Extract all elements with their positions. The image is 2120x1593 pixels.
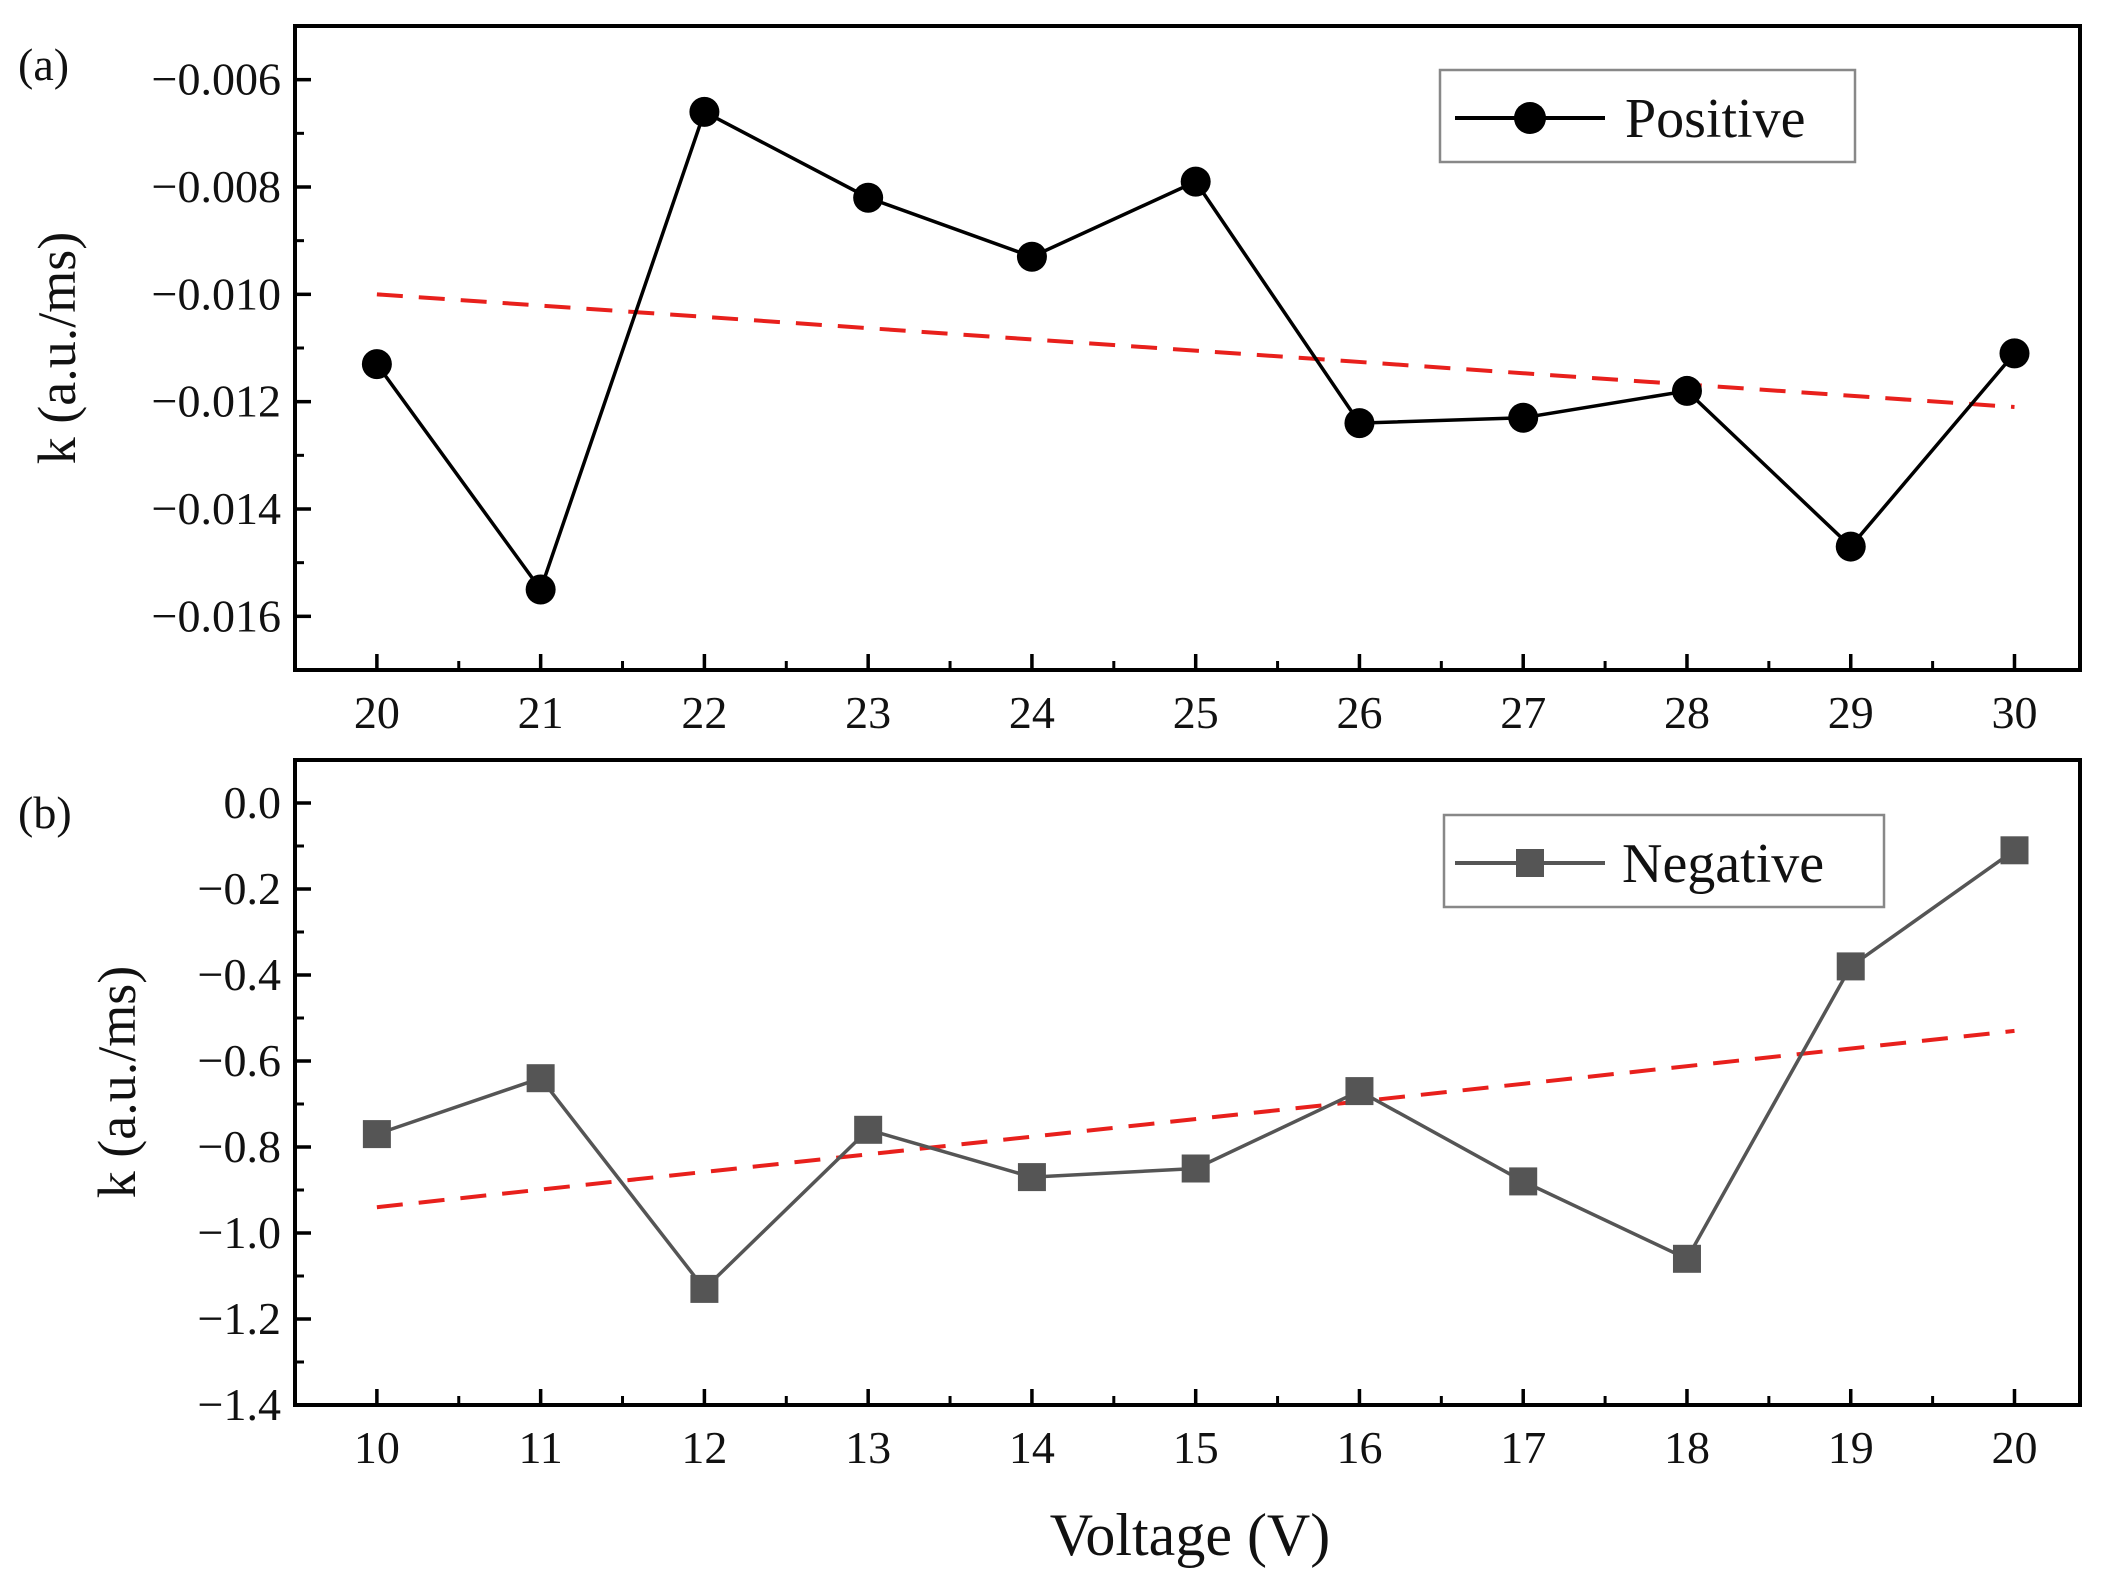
legend-b: Negative — [1442, 813, 1886, 909]
x-tick-label-b-6: 16 — [1336, 1422, 1382, 1473]
data-point-b-8 — [1672, 1244, 1701, 1273]
y-tick-label-a-5: −0.016 — [152, 590, 281, 641]
markers-negative — [362, 836, 2029, 1303]
x-tick-label-b-7: 17 — [1500, 1422, 1546, 1473]
data-point-b-0 — [362, 1120, 391, 1149]
x-tick-label-b-5: 15 — [1173, 1422, 1219, 1473]
data-point-a-8 — [1671, 375, 1702, 406]
y-tick-label-b-5: −1.0 — [198, 1207, 281, 1258]
data-point-a-7 — [1508, 402, 1539, 433]
y-tick-label-b-0: 0.0 — [224, 777, 282, 828]
plot-frame-b — [293, 758, 2082, 1407]
x-tick-label-a-4: 24 — [1009, 687, 1055, 738]
series-line-negative — [376, 848, 2016, 1292]
y-tick-label-b-7: −1.4 — [198, 1379, 281, 1430]
y-tick-label-a-1: −0.008 — [152, 161, 281, 212]
y-tick-label-a-4: −0.014 — [152, 483, 281, 534]
x-axis-title-b: Voltage (V) — [1050, 1502, 1331, 1568]
data-point-a-3 — [853, 182, 884, 213]
data-point-b-10 — [2000, 836, 2029, 865]
x-tick-label-a-3: 23 — [845, 687, 891, 738]
x-tick-label-a-10: 30 — [1991, 687, 2037, 738]
panel-label-b: (b) — [18, 787, 72, 838]
data-point-b-4 — [1017, 1163, 1046, 1192]
y-tick-label-b-6: −1.2 — [198, 1293, 281, 1344]
x-tick-label-b-10: 20 — [1991, 1422, 2037, 1473]
x-tick-label-b-9: 19 — [1828, 1422, 1874, 1473]
trend-line-b — [376, 1028, 2015, 1210]
x-ticks-a: 20 21 22 23 24 25 26 27 28 29 30 — [354, 654, 2037, 738]
data-point-b-5 — [1181, 1154, 1210, 1183]
y-tick-label-b-1: −0.2 — [198, 863, 281, 914]
data-point-a-9 — [1835, 531, 1866, 562]
legend-box-b — [1442, 813, 1886, 909]
y-ticks-a: −0.006 −0.008 −0.010 −0.012 −0.014 −0.016 — [152, 54, 311, 641]
legend-a: Positive — [1438, 68, 1857, 164]
data-point-a-6 — [1344, 408, 1375, 439]
x-tick-label-a-6: 26 — [1336, 687, 1382, 738]
data-point-b-3 — [854, 1115, 883, 1144]
data-point-b-9 — [1836, 952, 1865, 981]
data-point-a-1 — [525, 574, 556, 605]
x-tick-label-b-8: 18 — [1664, 1422, 1710, 1473]
data-point-b-7 — [1509, 1167, 1538, 1196]
x-tick-label-a-9: 29 — [1828, 687, 1874, 738]
x-tick-label-b-1: 11 — [518, 1422, 562, 1473]
y-tick-label-b-4: −0.8 — [198, 1121, 281, 1172]
data-point-a-10 — [1999, 338, 2030, 369]
x-tick-label-a-8: 28 — [1664, 687, 1710, 738]
x-tick-label-b-4: 14 — [1009, 1422, 1055, 1473]
trend-line-a — [376, 292, 2015, 410]
y-tick-label-a-0: −0.006 — [152, 54, 281, 105]
legend-label-negative: Negative — [1622, 833, 1824, 895]
legend-label-positive: Positive — [1625, 88, 1805, 150]
x-tick-label-a-7: 27 — [1500, 687, 1546, 738]
y-ticks-b: 0.0 −0.2 −0.4 −0.6 −0.8 −1.0 −1.2 −1.4 — [198, 758, 311, 1430]
y-tick-label-a-2: −0.010 — [152, 268, 281, 319]
x-tick-label-b-3: 13 — [845, 1422, 891, 1473]
x-tick-label-a-2: 22 — [681, 687, 727, 738]
data-point-a-4 — [1016, 241, 1047, 272]
data-point-a-2 — [689, 96, 720, 127]
x-ticks-b: 10 11 12 13 14 15 16 17 18 19 20 — [354, 1389, 2037, 1473]
data-point-b-6 — [1345, 1077, 1374, 1106]
panel-a: (a) k (a.u./ms) 20 21 22 23 24 25 26 27 28 29 30 −… — [18, 24, 2082, 738]
panel-b: (b) k (a.u./ms) Voltage (V) 10 11 12 13 14 15… — [18, 758, 2082, 1568]
y-axis-title-b: k (a.u./ms) — [87, 966, 147, 1198]
data-point-b-1 — [526, 1064, 555, 1093]
data-point-a-5 — [1180, 166, 1211, 197]
x-tick-label-b-2: 12 — [681, 1422, 727, 1473]
markers-positive — [361, 96, 2030, 605]
y-axis-title-a: k (a.u./ms) — [27, 232, 87, 464]
legend-marker-negative — [1516, 849, 1544, 877]
y-tick-label-a-3: −0.012 — [152, 376, 281, 427]
y-tick-label-b-3: −0.6 — [198, 1035, 281, 1086]
y-tick-label-b-2: −0.4 — [198, 949, 281, 1000]
data-point-a-0 — [361, 349, 392, 380]
data-point-b-2 — [690, 1274, 719, 1303]
legend-marker-positive — [1514, 102, 1546, 134]
x-tick-label-a-5: 25 — [1173, 687, 1219, 738]
x-tick-label-a-0: 20 — [354, 687, 400, 738]
panel-label-a: (a) — [18, 39, 69, 90]
x-tick-label-a-1: 21 — [518, 687, 564, 738]
x-tick-label-b-0: 10 — [354, 1422, 400, 1473]
